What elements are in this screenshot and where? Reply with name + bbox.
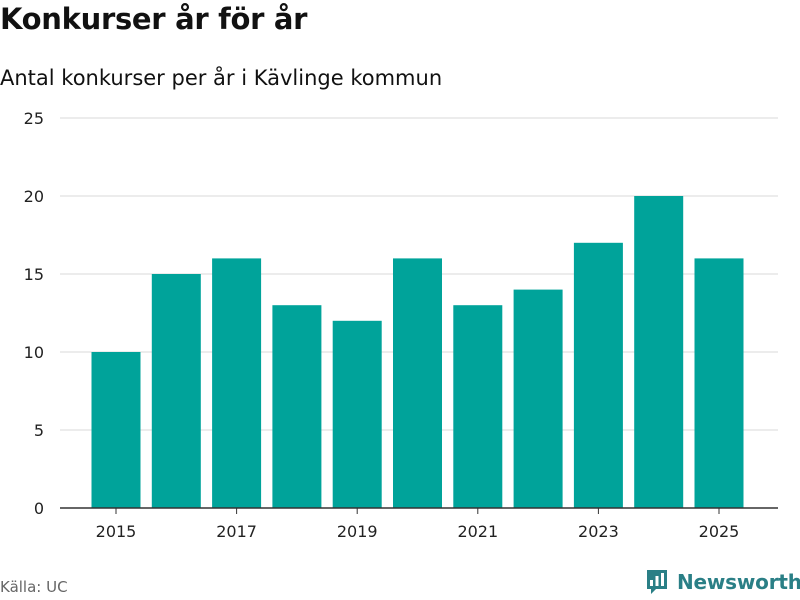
bar-2020 (393, 258, 442, 508)
brand-name: Newsworthy (677, 570, 800, 594)
chart-subtitle: Antal konkurser per år i Kävlinge kommun (0, 66, 443, 90)
bar-2016 (151, 274, 201, 508)
bar-2015 (91, 352, 141, 508)
bar-2017 (212, 258, 262, 508)
newsworthy-logo-icon (647, 570, 667, 594)
x-tick-label: 2025 (699, 522, 740, 541)
x-tick-label: 2017 (216, 522, 257, 541)
bar-2019 (332, 320, 382, 508)
source-note: Källa: UC (0, 578, 68, 596)
x-tick-label: 2023 (578, 522, 619, 541)
y-tick-label: 15 (24, 265, 44, 284)
bar-2021 (453, 305, 503, 508)
x-tick-label: 2015 (96, 522, 137, 541)
y-tick-label: 10 (24, 343, 44, 362)
bar-2025 (694, 258, 744, 508)
bar-2023 (573, 242, 623, 509)
bar-2022 (513, 289, 563, 508)
y-tick-label: 5 (34, 421, 44, 440)
x-tick-label: 2019 (337, 522, 378, 541)
y-tick-label: 0 (34, 499, 44, 518)
bars (91, 196, 744, 509)
brand-logo[interactable]: Newsworthy (645, 569, 800, 595)
x-tick-label: 2021 (457, 522, 498, 541)
bar-2024 (634, 196, 684, 508)
bar-2018 (272, 305, 322, 508)
chart-title: Konkurser år för år (0, 2, 308, 36)
y-tick-label: 20 (24, 187, 44, 206)
y-tick-label: 25 (24, 109, 44, 128)
